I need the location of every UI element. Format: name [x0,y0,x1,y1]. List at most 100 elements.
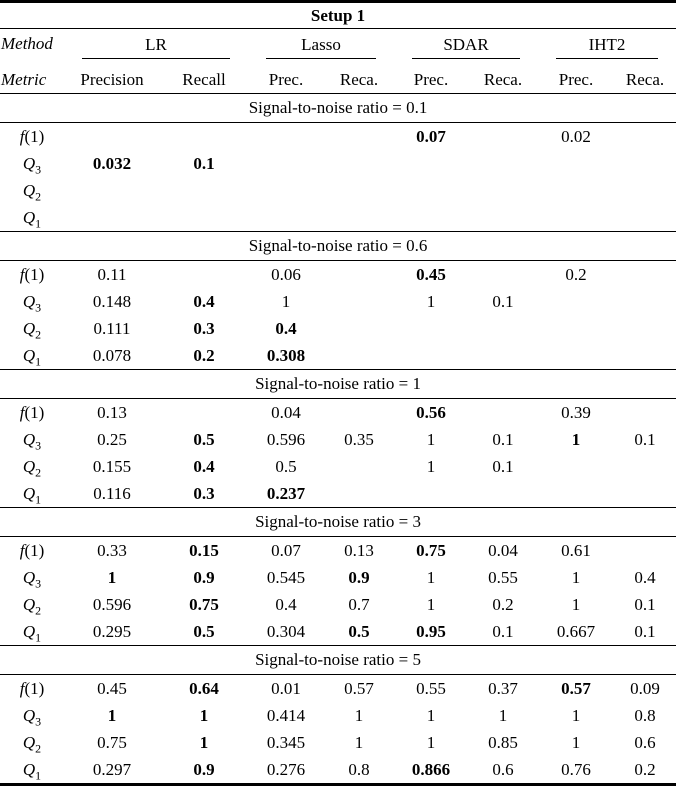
group-label: SDAR [412,35,520,59]
table-row: Q3 1 0.9 0.545 0.9 1 0.55 1 0.4 [0,564,676,591]
value-cell: 0.02 [561,126,591,146]
row-label: Q2 [22,732,42,755]
value-cell: 0.148 [92,291,132,311]
value-cell: 1 [571,705,581,725]
value-cell [614,123,676,151]
table-row: f(1) 0.13 0.04 0.56 0.39 [0,399,676,427]
value-cell: 0.64 [189,678,219,698]
table-row: Q2 [0,177,676,204]
value-cell: 1 [571,732,581,752]
value-cell: 0.111 [93,318,131,338]
metric-label: Metric [0,60,64,94]
value-cell [324,261,394,289]
value-cell: 0.1 [492,621,514,641]
value-cell [538,204,614,232]
table-row: Q1 0.297 0.9 0.276 0.8 0.866 0.6 0.76 0.2 [0,756,676,785]
value-cell [614,453,676,480]
value-cell: 1 [426,732,436,752]
value-cell: 0.9 [348,567,370,587]
value-cell: 0.35 [344,429,374,449]
table-row: Q3 0.148 0.4 1 1 0.1 [0,288,676,315]
value-cell: 0.1 [193,153,215,173]
value-cell [160,123,248,151]
row-label: Q2 [22,456,42,479]
group-header-sdar: SDAR [394,29,538,61]
value-cell: 0.116 [93,483,131,503]
row-label: Q1 [22,207,42,230]
value-cell [394,150,468,177]
value-cell [64,123,160,151]
table-row: f(1) 0.33 0.15 0.07 0.13 0.75 0.04 0.61 [0,537,676,565]
value-cell [614,315,676,342]
value-cell: 0.37 [488,678,518,698]
value-cell: 0.1 [634,594,656,614]
value-cell: 0.308 [266,345,306,365]
value-cell: 0.414 [266,705,306,725]
value-cell: 0.7 [348,594,370,614]
row-label: f(1) [19,126,45,146]
value-cell [614,204,676,232]
value-cell [324,150,394,177]
value-cell [614,261,676,289]
value-cell [324,177,394,204]
value-cell: 0.4 [275,594,297,614]
value-cell [394,480,468,508]
value-cell [324,204,394,232]
row-label: Q3 [22,567,42,590]
value-cell: 1 [426,456,436,476]
value-cell: 1 [498,705,508,725]
value-cell [160,177,248,204]
row-label: f(1) [19,678,45,698]
row-label: f(1) [19,264,45,284]
value-cell: 0.078 [92,345,132,365]
method-row: Method LR Lasso SDAR IHT2 [0,29,676,61]
metric-header-prec: Prec. [248,60,324,94]
value-cell [248,123,324,151]
value-cell: 0.39 [561,402,591,422]
value-cell [324,123,394,151]
value-cell: 0.57 [561,678,591,698]
value-cell: 0.2 [492,594,514,614]
value-cell: 0.07 [271,540,301,560]
value-cell [468,342,538,370]
table-row: f(1) 0.11 0.06 0.45 0.2 [0,261,676,289]
value-cell: 0.1 [634,429,656,449]
table-row: Q3 0.25 0.5 0.596 0.35 1 0.1 1 0.1 [0,426,676,453]
value-cell: 0.45 [97,678,127,698]
group-header-iht2: IHT2 [538,29,676,61]
row-label: Q2 [22,318,42,341]
table-title-row: Setup 1 [0,1,676,29]
value-cell: 1 [426,705,436,725]
section-header-row: Signal-to-noise ratio = 0.6 [0,231,676,261]
value-cell: 1 [199,705,209,725]
value-cell: 0.95 [416,621,446,641]
value-cell [160,204,248,232]
value-cell [468,204,538,232]
value-cell: 0.8 [348,759,370,779]
value-cell: 0.75 [97,732,127,752]
metric-header-precision: Precision [64,60,160,94]
value-cell: 0.345 [266,732,306,752]
value-cell: 1 [426,594,436,614]
table-row: Q1 [0,204,676,232]
value-cell: 0.45 [416,264,446,284]
value-cell: 0.1 [492,456,514,476]
section-header-label: Signal-to-noise ratio = 0.6 [0,231,676,261]
value-cell: 0.545 [266,567,306,587]
row-label: f(1) [19,540,45,560]
value-cell [394,204,468,232]
value-cell: 1 [426,429,436,449]
value-cell [468,150,538,177]
value-cell: 0.032 [92,153,132,173]
value-cell: 0.15 [189,540,219,560]
value-cell: 0.04 [271,402,301,422]
value-cell: 0.06 [271,264,301,284]
value-cell [614,480,676,508]
value-cell: 0.13 [97,402,127,422]
value-cell: 0.09 [630,678,660,698]
value-cell [468,261,538,289]
value-cell: 1 [571,429,581,449]
value-cell [394,177,468,204]
value-cell: 0.667 [556,621,596,641]
